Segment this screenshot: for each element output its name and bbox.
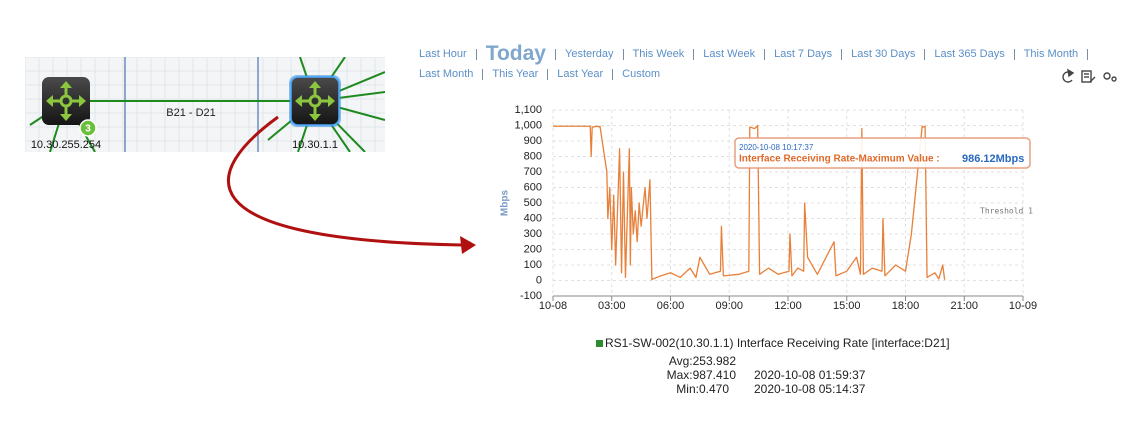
separator (924, 48, 926, 60)
icon-arrowhead (309, 81, 321, 88)
y-tick-label: 600 (524, 181, 542, 193)
refresh-icon[interactable] (1062, 68, 1075, 83)
link-label: B21 - D21 (166, 107, 216, 119)
legend-label: RS1-SW-002(10.30.1.1) Interface Receivin… (605, 336, 950, 350)
arrow-head (460, 236, 476, 254)
y-tick-label: -100 (520, 290, 542, 302)
time-range-link[interactable]: Last Hour (419, 48, 467, 60)
y-tick-label: 200 (524, 243, 542, 255)
settings-icon[interactable] (1103, 72, 1117, 82)
y-tick-label: 700 (524, 166, 542, 178)
icon-arrowhead (60, 114, 72, 121)
time-range-link[interactable]: Last Month (419, 68, 474, 80)
x-tick-label: 12:00 (774, 300, 802, 312)
stat-max: Max:987.410 (667, 368, 737, 382)
tooltip-box (734, 137, 1031, 169)
y-tick-label: 500 (524, 197, 542, 209)
icon-hub (59, 94, 73, 108)
icon-arrowhead (295, 95, 302, 107)
x-tick-label: 15:00 (833, 300, 861, 312)
separator (555, 48, 556, 60)
separator (612, 68, 614, 80)
toolbar (1062, 68, 1117, 83)
separator (764, 48, 766, 60)
export-icon[interactable] (1081, 70, 1096, 83)
time-range-link[interactable]: Last 7 Days (774, 48, 833, 60)
tooltip: 2020-10-08 10:17:37 Interface Receiving … (734, 137, 1031, 169)
icon-arrowhead (309, 114, 321, 121)
stat-min-time: 2020-10-08 05:14:37 (754, 382, 866, 396)
icon-arrowhead (46, 95, 53, 107)
series-line (553, 124, 946, 281)
time-range-bar: Last Hour Today Yesterday This Week Last Wee… (419, 42, 1097, 84)
icon-arrowhead (60, 81, 72, 88)
y-tick-label: 300 (524, 228, 542, 240)
x-tick-label: 09:00 (715, 300, 743, 312)
node-label: 10.30.255.254 (31, 139, 101, 151)
icon-arrowhead (328, 95, 335, 107)
y-tick-label: 1,100 (514, 104, 542, 116)
y-axis-label: Mbps (500, 190, 511, 217)
time-range-row: Last Month This Year Last Year Custom (419, 64, 1097, 84)
y-tick-label: 100 (524, 259, 542, 271)
separator (622, 48, 624, 60)
time-range-link[interactable]: Last 30 Days (851, 48, 916, 60)
separator (482, 68, 484, 80)
node-icon[interactable] (42, 77, 90, 125)
separator (1087, 48, 1089, 60)
red-arrow (227, 115, 463, 247)
stat-max-time: 2020-10-08 01:59:37 (754, 368, 866, 382)
x-tick-label: 10-09 (1009, 300, 1037, 312)
separator (547, 68, 549, 80)
threshold-label: Threshold 1 (980, 207, 1033, 216)
x-tick-label: 06:00 (657, 300, 685, 312)
y-tick-label: 0 (536, 274, 542, 286)
time-range-link[interactable]: This Week (632, 48, 685, 60)
legend-swatch (596, 340, 603, 347)
time-range-link[interactable]: Custom (622, 68, 661, 80)
time-range-link[interactable]: Yesterday (565, 48, 614, 60)
separator (841, 48, 843, 60)
y-tick-label: 400 (524, 212, 542, 224)
stat-min: Min:0.470 (676, 382, 729, 396)
separator (693, 48, 695, 60)
x-tick-label: 10-08 (539, 300, 567, 312)
stat-avg: Avg:253.982 (669, 354, 736, 368)
time-range-link[interactable]: Last Year (557, 68, 604, 80)
node-label: 10.30.1.1 (292, 139, 338, 151)
chart: Mbps -100 0 100 200 300 400 500 600 700 800 900 1,0… (500, 104, 1037, 312)
badge-count: 3 (85, 124, 91, 135)
time-range-link[interactable]: Today (485, 42, 546, 65)
time-range-row: Last Hour Today Yesterday This Week Last Wee… (419, 42, 1097, 65)
icon-hub (308, 94, 322, 108)
tooltip-value: 986.12Mbps (962, 153, 1024, 165)
separator (475, 48, 477, 60)
time-range-link[interactable]: This Year (492, 68, 539, 80)
tooltip-label: Interface Receiving Rate-Maximum Value : (739, 154, 940, 165)
time-range-link[interactable]: This Month (1023, 48, 1079, 60)
tooltip-time: 2020-10-08 10:17:37 (739, 143, 814, 152)
x-tick-label: 18:00 (892, 300, 920, 312)
time-range-link[interactable]: Last 365 Days (934, 48, 1005, 60)
node-badge (79, 119, 97, 137)
y-tick-label: 1,000 (514, 119, 542, 131)
icon-arrowhead (79, 95, 86, 107)
y-tick-label: 900 (524, 135, 542, 147)
x-tick-label: 03:00 (598, 300, 626, 312)
y-tick-label: 800 (524, 150, 542, 162)
node-icon[interactable] (289, 75, 341, 127)
x-tick-label: 21:00 (950, 300, 978, 312)
time-range-link[interactable]: Last Week (703, 48, 756, 60)
separator (1013, 48, 1015, 60)
topology: B21 - D21 3 10.30.255.254 10.30.1.1 (25, 57, 385, 152)
